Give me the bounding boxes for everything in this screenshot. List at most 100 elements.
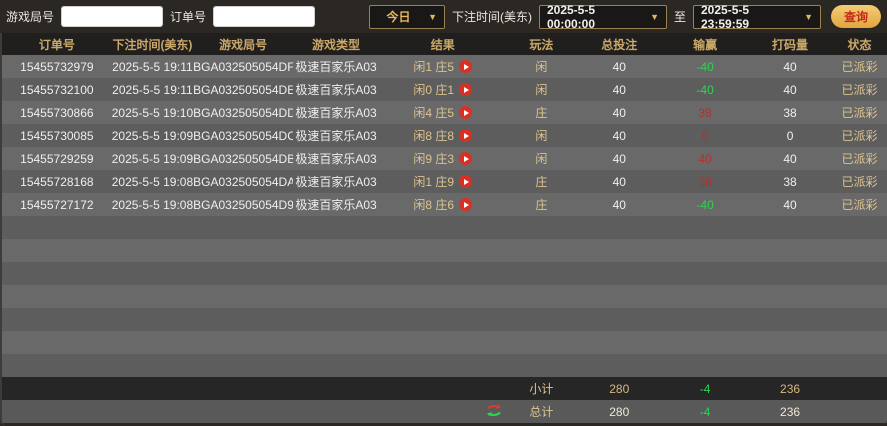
win-loss-cell: -40 <box>696 59 714 74</box>
records-body: 15455732979 2025-5-5 19:11 BGA032505054DF 极… <box>2 55 887 377</box>
bet-time-label: 下注时间(美东) <box>451 10 532 24</box>
game-type-cell: 极速百家乐A03 <box>295 152 377 166</box>
column-header: 玩法 <box>506 33 577 55</box>
table-row: 15455728168 2025-5-5 19:08 BGA032505054DA 极… <box>2 170 887 193</box>
refresh-swap-icon[interactable] <box>486 404 502 420</box>
order-no-cell: 15455729259 <box>20 151 94 166</box>
column-header: 下注时间(美东) <box>111 33 194 55</box>
order-no-cell: 15455732100 <box>20 82 94 97</box>
play-video-icon[interactable] <box>459 152 473 165</box>
chevron-down-icon: ▼ <box>804 11 813 22</box>
column-header: 订单号 <box>2 33 112 55</box>
total-bet-cell: 40 <box>612 82 626 97</box>
start-time-value: 2025-5-5 00:00:00 <box>546 2 596 31</box>
result-cell: 闲1 庄5 <box>379 55 506 78</box>
order-no-input[interactable] <box>213 6 316 27</box>
bet-time-cell: 2025-5-5 19:11 <box>112 59 193 74</box>
period-select[interactable]: 今日 ▼ <box>368 4 445 29</box>
records-table-wrap: 订单号 下注时间(美东) 游戏局号 游戏类型 结果 玩法 总投注 输赢 打码量 状态 154557… <box>0 33 887 426</box>
table-row: 15455730085 2025-5-5 19:09 BGA032505054DC 极… <box>2 124 887 147</box>
subtotal-win-loss: -4 <box>699 381 711 396</box>
turnover-cell: 40 <box>783 82 797 97</box>
result-text: 闲0 庄1 <box>413 83 455 97</box>
filter-bar: 游戏局号 订单号 今日 ▼ 下注时间(美东) 2025-5-5 00:00:00… <box>0 0 887 33</box>
win-loss-cell: -40 <box>696 197 714 212</box>
total-turnover: 236 <box>780 404 801 419</box>
play-video-icon[interactable] <box>459 129 473 142</box>
bet-time-cell: 2025-5-5 19:08 <box>111 174 194 189</box>
total-total-bet: 280 <box>609 404 630 419</box>
query-button[interactable]: 查询 <box>831 5 881 28</box>
column-header: 状态 <box>832 33 887 55</box>
turnover-cell: 40 <box>783 59 797 74</box>
round-no-cell: BGA032505054DF <box>193 59 294 74</box>
result-cell: 闲4 庄5 <box>379 101 506 124</box>
column-header: 输赢 <box>662 33 749 55</box>
bet-time-cell: 2025-5-5 19:08 <box>111 197 194 212</box>
status-cell: 已派彩 <box>841 152 878 166</box>
order-no-cell: 15455728168 <box>20 174 94 189</box>
bet-time-cell: 2025-5-5 19:10 <box>111 105 194 120</box>
play-cell: 闲 <box>535 83 548 97</box>
total-bet-cell: 40 <box>612 151 626 166</box>
game-type-cell: 极速百家乐A03 <box>295 106 377 120</box>
empty-row <box>2 239 887 262</box>
table-row: 15455729259 2025-5-5 19:09 BGA032505054DB 极… <box>2 147 887 170</box>
play-video-icon[interactable] <box>459 60 473 73</box>
turnover-cell: 38 <box>783 174 797 189</box>
column-header: 结果 <box>378 33 507 55</box>
empty-row <box>2 354 887 377</box>
result-text: 闲8 庄6 <box>413 198 455 212</box>
result-cell: 闲8 庄8 <box>379 124 506 147</box>
game-round-input[interactable] <box>61 6 164 27</box>
subtotal-label: 小计 <box>529 382 554 396</box>
chevron-down-icon: ▼ <box>428 11 437 22</box>
result-cell: 闲1 庄9 <box>379 170 506 193</box>
empty-row <box>2 262 887 285</box>
win-loss-cell: -40 <box>696 82 714 97</box>
play-video-icon[interactable] <box>459 175 473 188</box>
table-row: 15455732979 2025-5-5 19:11 BGA032505054DF 极… <box>2 55 887 78</box>
order-no-cell: 15455730085 <box>20 128 94 143</box>
total-bet-cell: 40 <box>612 105 626 120</box>
round-no-cell: BGA032505054DC <box>193 128 294 143</box>
column-header: 游戏类型 <box>293 33 379 55</box>
play-cell: 闲 <box>535 60 548 74</box>
period-select-value: 今日 <box>386 10 411 24</box>
win-loss-cell: 38 <box>698 105 712 120</box>
total-bet-cell: 40 <box>612 174 626 189</box>
table-row: 15455727172 2025-5-5 19:08 BGA032505054D9 极… <box>2 193 887 216</box>
header-row: 订单号 下注时间(美东) 游戏局号 游戏类型 结果 玩法 总投注 输赢 打码量 状态 <box>2 33 887 55</box>
turnover-cell: 38 <box>783 105 797 120</box>
order-no-cell: 15455730866 <box>20 105 94 120</box>
records-table: 订单号 下注时间(美东) 游戏局号 游戏类型 结果 玩法 总投注 输赢 打码量 状态 154557… <box>2 33 887 423</box>
game-type-cell: 极速百家乐A03 <box>295 198 377 212</box>
turnover-cell: 40 <box>783 151 797 166</box>
play-video-icon[interactable] <box>459 198 473 211</box>
play-cell: 闲 <box>535 129 548 143</box>
order-no-label: 订单号 <box>170 10 207 24</box>
empty-row <box>2 331 887 354</box>
status-cell: 已派彩 <box>841 83 878 97</box>
total-bet-cell: 40 <box>612 59 626 74</box>
play-video-icon[interactable] <box>459 83 473 96</box>
game-type-cell: 极速百家乐A03 <box>295 129 377 143</box>
end-time-select[interactable]: 2025-5-5 23:59:59 ▼ <box>693 3 821 31</box>
game-type-cell: 极速百家乐A03 <box>295 60 377 74</box>
play-cell: 庄 <box>535 106 548 120</box>
subtotal-row: 小计 280 -4 236 <box>2 377 887 400</box>
total-bet-cell: 40 <box>612 128 626 143</box>
result-text: 闲1 庄9 <box>413 175 455 189</box>
win-loss-cell: 40 <box>698 151 712 166</box>
start-time-select[interactable]: 2025-5-5 00:00:00 ▼ <box>538 2 667 31</box>
play-cell: 闲 <box>535 152 548 166</box>
play-video-icon[interactable] <box>459 106 473 119</box>
status-cell: 已派彩 <box>841 175 878 189</box>
total-label: 总计 <box>529 405 554 419</box>
bet-time-cell: 2025-5-5 19:09 <box>111 151 194 166</box>
play-cell: 庄 <box>535 198 548 212</box>
column-header: 总投注 <box>576 33 663 55</box>
subtotal-total-bet: 280 <box>609 381 630 396</box>
win-loss-cell: 0 <box>701 128 709 143</box>
game-round-label: 游戏局号 <box>6 10 55 24</box>
